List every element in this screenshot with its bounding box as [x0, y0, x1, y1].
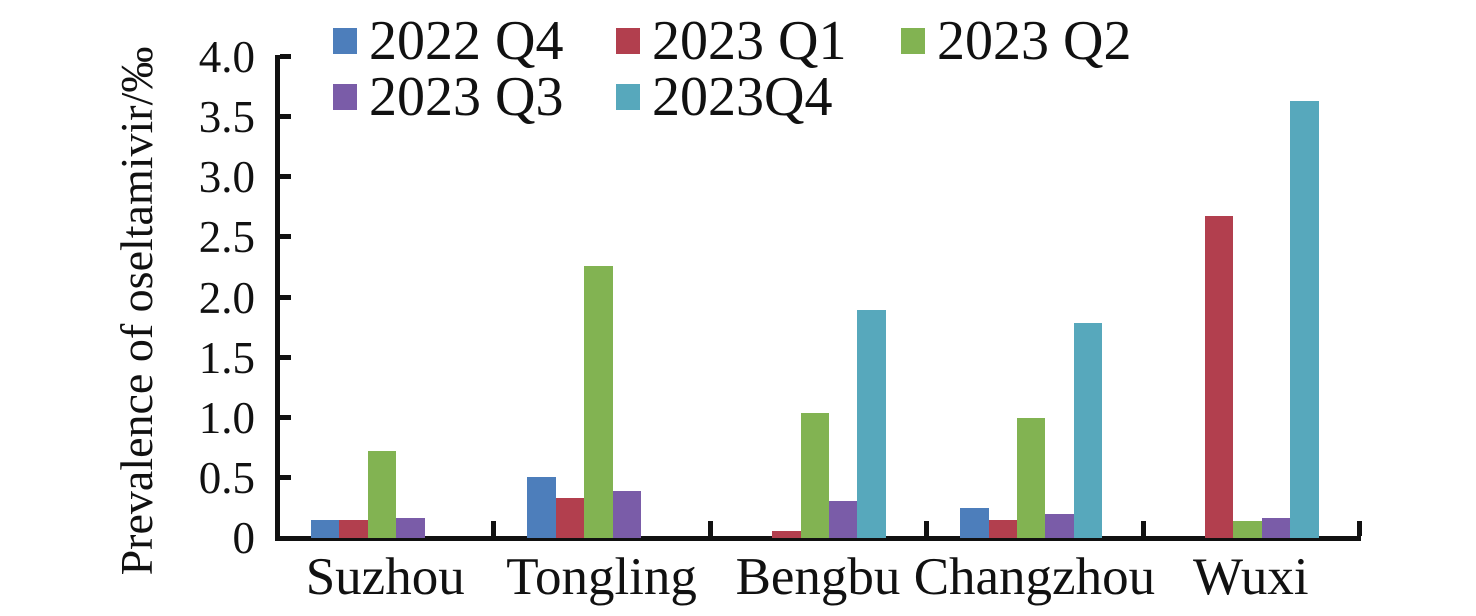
- bar: [800, 412, 829, 538]
- y-tick: [280, 414, 291, 420]
- category-label: Bengbu: [735, 548, 901, 606]
- bar: [1233, 521, 1262, 538]
- y-tick-label: 1.5: [198, 332, 255, 383]
- y-tick-label: 0.5: [198, 452, 255, 503]
- legend-item: 2023 Q2: [901, 12, 1131, 70]
- legend-label: 2023 Q2: [937, 10, 1132, 72]
- bar: [396, 517, 425, 538]
- y-tick: [280, 54, 291, 59]
- y-tick: [280, 474, 291, 480]
- y-tick-label: 3.5: [198, 92, 255, 143]
- bar: [829, 500, 858, 538]
- bar: [1205, 215, 1234, 538]
- legend-swatch: [333, 84, 357, 110]
- legend-label: 2023 Q1: [652, 10, 847, 72]
- x-tick: [707, 521, 713, 536]
- legend-label: 2023Q4: [652, 66, 833, 128]
- y-tick: [280, 114, 291, 120]
- legend-swatch: [901, 28, 925, 54]
- y-tick-label: 0: [232, 513, 256, 563]
- y-tick: [280, 174, 291, 180]
- x-tick: [1357, 521, 1362, 536]
- bar: [584, 266, 613, 538]
- bar: [772, 530, 801, 538]
- y-tick-label: 1.0: [198, 392, 255, 443]
- x-tick: [491, 521, 497, 536]
- x-tick: [1140, 521, 1146, 536]
- bar: [339, 519, 368, 538]
- legend-swatch: [616, 28, 640, 54]
- bar: [988, 519, 1017, 538]
- bar: [367, 451, 397, 538]
- bar: [1017, 417, 1046, 538]
- x-axis-line: [275, 536, 1361, 541]
- bar: [1073, 322, 1103, 538]
- legend-item: 2023 Q1: [616, 12, 846, 70]
- bar: [1290, 101, 1319, 538]
- legend-swatch: [616, 84, 640, 110]
- bar: [960, 507, 989, 538]
- y-axis-line: [275, 55, 280, 541]
- bar: [527, 476, 556, 538]
- legend-item: 2023Q4: [616, 68, 832, 126]
- legend-label: 2022 Q4: [369, 10, 564, 72]
- category-label: Suzhou: [305, 548, 465, 606]
- y-tick: [280, 294, 291, 300]
- bar: [612, 491, 641, 538]
- y-tick-label: 2.5: [198, 212, 255, 263]
- category-label: Tongling: [506, 548, 697, 606]
- legend-item: 2023 Q3: [333, 68, 563, 126]
- y-tick: [280, 234, 291, 240]
- category-label: Wuxi: [1192, 548, 1309, 606]
- bar: [555, 498, 585, 538]
- legend-item: 2022 Q4: [333, 12, 563, 70]
- bar: [857, 309, 886, 538]
- category-label: Changzhou: [913, 548, 1156, 606]
- legend-swatch: [333, 28, 357, 54]
- y-tick: [280, 354, 291, 360]
- bar: [1261, 517, 1291, 538]
- bar: [311, 519, 340, 538]
- y-tick-label: 2.0: [198, 272, 255, 323]
- bar: [1045, 513, 1074, 538]
- y-tick-label: 4.0: [198, 32, 255, 82]
- y-tick-label: 3.0: [198, 152, 255, 203]
- x-tick: [924, 521, 930, 536]
- legend-label: 2023 Q3: [369, 66, 564, 128]
